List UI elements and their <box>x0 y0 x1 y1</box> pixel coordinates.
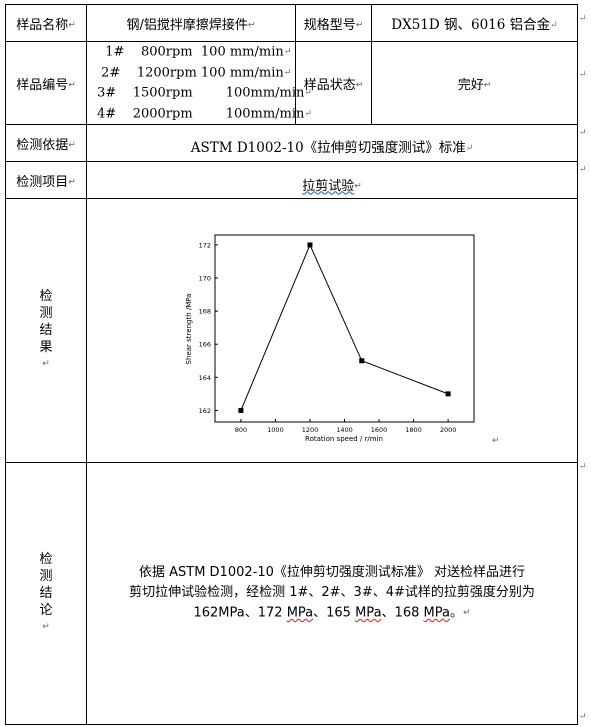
row-end-mark: ↵ <box>579 14 587 24</box>
test-item-value: 拉剪试验↵ <box>86 161 578 199</box>
sample-code-label: 样品编号↵ <box>5 41 87 125</box>
test-basis-label: 检测依据↵ <box>5 124 87 162</box>
sample-code-2: 2# 1200rpm 100 mm/min↵ <box>97 65 292 80</box>
conclusion-line-2: 剪切拉伸试验检测，经检测 1#、2#、3#、4#试样的拉剪强度分别为 <box>129 585 535 601</box>
x-tick-label: 2000 <box>440 426 457 434</box>
test-conclusion-text: 依据 ASTM D1002-10《拉伸剪切强度测试标准》 对送检样品进行 剪切拉… <box>86 462 578 725</box>
test-conclusion-label: 检 测 结 论 ↵ <box>5 462 87 725</box>
x-tick-label: 1800 <box>405 426 422 434</box>
sample-name-row: 样品名称↵ 钢/铝搅拌摩擦焊接件↵ 规格型号↵ DX51D 钢、6016 铝合金… <box>5 4 578 42</box>
sample-code-4: 4# 2000rpm 100mm/min↵ <box>97 106 312 121</box>
row-end-mark: ↵ <box>579 70 587 80</box>
chart-plot-frame <box>214 234 475 423</box>
y-axis-label: Shear strength /MPa <box>185 294 193 365</box>
sample-status-value: 完好↵ <box>371 41 578 125</box>
y-tick-label: 166 <box>199 341 211 349</box>
test-item-row: 检测项目↵ 拉剪试验↵ <box>5 161 578 199</box>
y-tick-label: 170 <box>199 275 211 283</box>
y-tick-label: 162 <box>199 407 211 415</box>
sample-name-value: 钢/铝搅拌摩擦焊接件↵ <box>86 4 296 42</box>
test-report-table: 样品名称↵ 钢/铝搅拌摩擦焊接件↵ 规格型号↵ DX51D 钢、6016 铝合金… <box>5 4 578 725</box>
row-end-mark: ↵ <box>579 462 587 472</box>
sample-code-row: 样品编号↵ 1# 800rpm 100 mm/min↵ 2# 1200rpm 1… <box>5 41 578 125</box>
spec-label: 规格型号↵ <box>295 4 372 42</box>
x-tick-label: 1400 <box>336 426 353 434</box>
y-tick-label: 168 <box>199 308 211 316</box>
test-conclusion-row: 检 测 结 论 ↵ 依据 ASTM D1002-10《拉伸剪切强度测试标准》 对… <box>5 462 578 725</box>
row-end-mark: ↵ <box>579 128 587 138</box>
row-end-mark: ↵ <box>579 712 587 722</box>
x-axis-label: Rotation speed / r/min <box>305 435 383 443</box>
x-tick-label: 1600 <box>371 426 388 434</box>
sample-code-3: 3# 1500rpm 100mm/min↵ <box>97 85 312 101</box>
y-tick-label: 164 <box>199 374 211 382</box>
test-basis-row: 检测依据↵ ASTM D1002-10《拉伸剪切强度测试》标准↵ <box>5 124 578 162</box>
data-point-marker <box>307 242 313 248</box>
shear-strength-line <box>240 243 449 411</box>
x-tick-label: 800 <box>235 426 247 434</box>
shear-strength-chart: 800 1000 1200 1400 1600 1800 2000 162 164 166 168… <box>185 234 500 446</box>
conclusion-line-3: 162MPa、172 MPa、165 MPa、168 MPa。↵ <box>193 605 471 621</box>
chart-end-mark: ↵ <box>492 436 500 446</box>
sample-status-label: 样品状态↵ <box>295 41 372 125</box>
conclusion-line-1: 依据 ASTM D1002-10《拉伸剪切强度测试标准》 对送检样品进行 <box>138 565 526 581</box>
sample-code-list: 1# 800rpm 100 mm/min↵ 2# 1200rpm 100 mm/… <box>86 41 312 125</box>
y-tick-label: 172 <box>199 241 211 249</box>
test-result-label: 检 测 结 果 ↵ <box>5 198 87 463</box>
data-point-marker <box>445 391 451 397</box>
x-tick-label: 1200 <box>302 426 319 434</box>
data-point-marker <box>238 407 244 413</box>
test-basis-value: ASTM D1002-10《拉伸剪切强度测试》标准↵ <box>86 124 578 162</box>
data-point-marker <box>359 358 365 364</box>
row-end-mark: ↵ <box>579 165 587 175</box>
test-item-label: 检测项目↵ <box>5 161 87 199</box>
test-result-row: 检 测 结 果 ↵ 800 1000 1200 1400 1600 1800 2000 16… <box>5 198 578 463</box>
spec-value: DX51D 钢、6016 铝合金↵ <box>371 4 578 42</box>
sample-name-label: 样品名称↵ <box>5 4 87 42</box>
sample-code-1: 1# 800rpm 100 mm/min↵ <box>97 44 292 60</box>
x-tick-label: 1000 <box>267 426 284 434</box>
test-result-chart-cell: 800 1000 1200 1400 1600 1800 2000 162 164 166 168… <box>86 198 578 463</box>
